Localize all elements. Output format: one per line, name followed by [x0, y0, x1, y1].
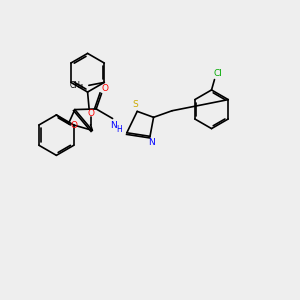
- Text: O: O: [101, 84, 108, 93]
- Text: CH₃: CH₃: [69, 81, 83, 90]
- Text: N: N: [110, 121, 116, 130]
- Text: O: O: [70, 121, 77, 130]
- Text: H: H: [116, 125, 122, 134]
- Text: N: N: [148, 138, 155, 147]
- Text: S: S: [133, 100, 139, 109]
- Text: Cl: Cl: [213, 69, 222, 78]
- Text: O: O: [87, 109, 94, 118]
